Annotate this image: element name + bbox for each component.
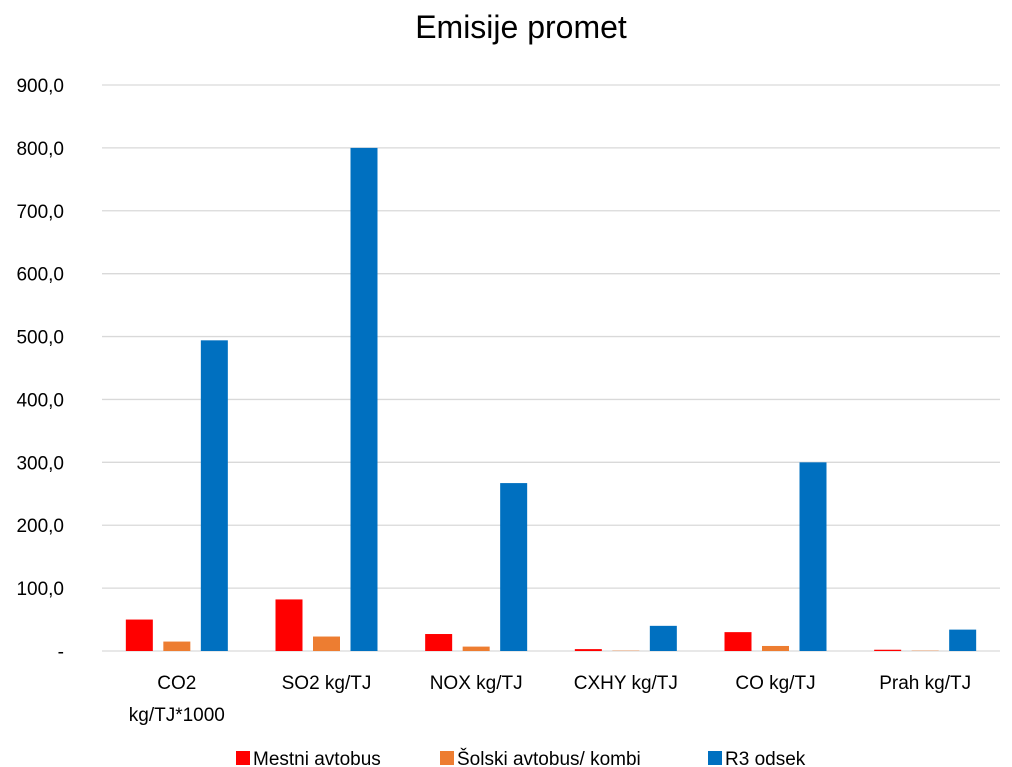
y-tick-label: 800,0 bbox=[16, 139, 64, 160]
y-tick-label: - bbox=[58, 642, 64, 663]
y-tick-label: 900,0 bbox=[16, 76, 64, 97]
category-label: SO2 kg/TJ bbox=[282, 673, 372, 694]
legend: Mestni avtobus Šolski avtobus/ kombi R3 od… bbox=[236, 748, 806, 767]
bar-r3-odsek-4 bbox=[799, 462, 827, 651]
category-label: kg/TJ*1000 bbox=[129, 705, 225, 726]
bar--olski-avtobus-kombi-1 bbox=[313, 636, 340, 651]
bar-r3-odsek-0 bbox=[200, 340, 228, 651]
bar-mestni-avtobus-2 bbox=[425, 634, 453, 651]
y-tick-label: 500,0 bbox=[16, 328, 64, 349]
bar-mestni-avtobus-0 bbox=[125, 619, 153, 651]
legend-swatch bbox=[236, 751, 250, 765]
bar-r3-odsek-2 bbox=[500, 483, 528, 651]
x-axis-category-labels: CO2 kg/TJ*1000 SO2 kg/TJ NOX kg/TJ CXHY kg/T… bbox=[129, 673, 971, 726]
y-tick-label: 400,0 bbox=[16, 390, 64, 411]
bar-r3-odsek-1 bbox=[350, 147, 378, 651]
bar--olski-avtobus-kombi-0 bbox=[163, 641, 191, 651]
legend-swatch bbox=[708, 751, 722, 765]
bar-mestni-avtobus-4 bbox=[724, 632, 752, 651]
y-tick-label: 600,0 bbox=[16, 265, 64, 286]
category-label: CO2 bbox=[157, 673, 196, 694]
bars bbox=[125, 147, 977, 651]
legend-swatch bbox=[440, 751, 454, 765]
category-label: NOX kg/TJ bbox=[430, 673, 523, 694]
chart-title: Emisije promet bbox=[415, 9, 627, 45]
y-tick-label: 700,0 bbox=[16, 202, 64, 223]
legend-label: Mestni avtobus bbox=[253, 749, 381, 767]
grid-lines bbox=[102, 84, 1000, 652]
bar--olski-avtobus-kombi-2 bbox=[462, 646, 490, 651]
y-axis-tick-labels: - 100,0 200,0 300,0 400,0 500,0 600,0 700,0 800,… bbox=[16, 76, 64, 663]
legend-label: R3 odsek bbox=[725, 749, 806, 767]
bar-r3-odsek-5 bbox=[949, 629, 977, 651]
bar-mestni-avtobus-3 bbox=[574, 649, 602, 651]
category-label: Prah kg/TJ bbox=[879, 673, 971, 694]
y-tick-label: 200,0 bbox=[16, 516, 64, 537]
bar-mestni-avtobus-1 bbox=[275, 599, 303, 651]
category-label: CO kg/TJ bbox=[735, 673, 815, 694]
bar-mestni-avtobus-5 bbox=[874, 649, 902, 651]
legend-label: Šolski avtobus/ kombi bbox=[457, 748, 641, 767]
bar-r3-odsek-3 bbox=[649, 625, 677, 651]
category-label: CXHY kg/TJ bbox=[574, 673, 678, 694]
y-tick-label: 100,0 bbox=[16, 579, 64, 600]
bar--olski-avtobus-kombi-4 bbox=[762, 645, 789, 651]
y-tick-label: 300,0 bbox=[16, 453, 64, 474]
